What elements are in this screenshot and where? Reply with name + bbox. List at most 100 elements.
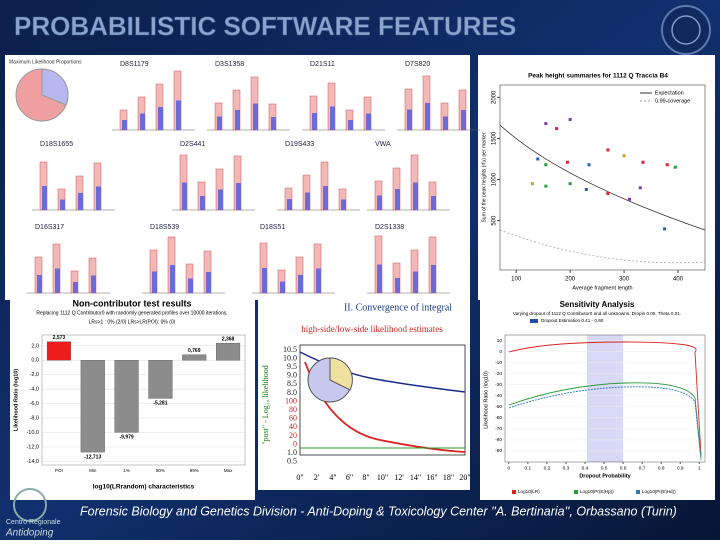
- x-tick-label: 1%: [123, 468, 130, 473]
- x-tick-label: 0.4: [582, 465, 589, 471]
- y-tick-label: -90: [495, 448, 502, 454]
- y-axis-label: "post" - Log₁₀ likelihood: [261, 365, 270, 444]
- peak-bar: [253, 103, 258, 130]
- y-tick-label: -2,0: [30, 372, 39, 378]
- bar: [46, 341, 71, 361]
- logo-mark: [13, 488, 47, 522]
- y-tick-label: 10.5: [283, 345, 297, 354]
- peak-bar: [431, 265, 436, 293]
- marker-label: D21S11: [310, 61, 335, 68]
- marker-label: VWA: [375, 141, 391, 148]
- peak-bar: [176, 100, 181, 130]
- y-tick-label: 8.0: [287, 388, 297, 397]
- chart-title: Non-contributor test results: [72, 298, 191, 308]
- peak-bar: [348, 120, 353, 130]
- legend-label: Log10(Pr(E|Hd)): [642, 489, 676, 494]
- x-tick-label: 12': [394, 473, 404, 482]
- point: [555, 127, 559, 131]
- x-tick-label: 50%: [156, 468, 165, 473]
- plot-frame: [499, 84, 706, 271]
- legend-label: Log10(Pr(E|Hp)): [580, 489, 614, 494]
- y-tick-label: -8,0: [30, 416, 39, 422]
- value-label: -5,281: [153, 401, 167, 407]
- peak-bar: [366, 113, 371, 130]
- y-tick-label: -14,0: [26, 459, 39, 465]
- logo-text: Centro Regionale: [6, 519, 61, 526]
- x-tick-label: 14": [410, 473, 421, 482]
- peak-bar: [206, 272, 211, 293]
- chart-title: Sensitivity Analysis: [560, 300, 635, 309]
- peak-bar: [312, 113, 317, 130]
- point: [568, 182, 572, 186]
- peak-bar: [413, 182, 418, 210]
- legend-label: Log10(LR): [518, 489, 540, 494]
- x-tick-label: 20": [459, 473, 470, 482]
- bar: [148, 360, 173, 399]
- point: [536, 157, 540, 161]
- x-tick-label: 2': [314, 473, 320, 482]
- point: [673, 165, 677, 169]
- point: [641, 160, 645, 164]
- y-tick-label: -12,0: [26, 444, 39, 450]
- y-tick-label: 80: [289, 405, 297, 414]
- x-tick-label: 18": [443, 473, 454, 482]
- peak-bar: [218, 189, 223, 210]
- legend-label: Expectation: [655, 90, 684, 96]
- x-tick-label: 0.5: [601, 465, 608, 471]
- plot-frame: [41, 334, 246, 466]
- point: [606, 192, 610, 196]
- marker-label: D18S1655: [40, 141, 73, 148]
- y-tick-label: 2,0: [31, 343, 39, 349]
- x-tick-label: 0.1: [525, 465, 532, 471]
- peak-bar: [217, 116, 222, 130]
- peak-bar: [413, 271, 418, 293]
- legend-swatch: [574, 490, 578, 494]
- legend-swatch: [512, 490, 516, 494]
- emblem: [671, 15, 701, 45]
- point: [530, 182, 534, 186]
- peak-bar: [377, 264, 382, 293]
- bar: [80, 360, 105, 453]
- y-axis-label: Sum of the peak heights (rfu) per marker: [481, 132, 487, 222]
- peak-bar: [316, 268, 321, 293]
- legend-swatch: [636, 490, 640, 494]
- peak-bar: [170, 265, 175, 293]
- point: [544, 122, 548, 126]
- marker-label: D3S1358: [215, 61, 244, 68]
- slide-title: PROBABILISTIC SOFTWARE FEATURES: [14, 11, 516, 41]
- y-tick-label: 1000: [492, 172, 498, 186]
- plot-frame: [504, 334, 706, 463]
- x-tick-label: 100: [511, 277, 522, 283]
- y-tick-label: -50: [495, 404, 502, 410]
- point: [606, 148, 610, 152]
- point: [584, 187, 588, 191]
- inset-label: high-side/low-side likelihood estimates: [301, 324, 443, 334]
- x-tick-label: 99%: [190, 468, 199, 473]
- y-tick-label: 20: [289, 431, 297, 440]
- marker-label: D2S441: [180, 141, 205, 148]
- plot-frame: [299, 344, 466, 456]
- curve: [508, 386, 702, 461]
- x-tick-label: 0.7: [639, 465, 646, 471]
- x-tick-label: 0.2: [544, 465, 551, 471]
- y-tick-label: 8.5: [287, 379, 297, 388]
- pie-title: Maximum Likelihood Proportions: [9, 59, 82, 65]
- peak-bar: [152, 271, 157, 293]
- inset-slice: [329, 357, 353, 391]
- x-tick-label: 10": [377, 473, 388, 482]
- curve: [508, 341, 702, 456]
- peak-bar: [122, 120, 127, 130]
- marker-label: D16S317: [35, 224, 64, 231]
- band-label: Dropout Estimation 0.41 - 0.60: [541, 318, 604, 323]
- chart-subtitle: Replacing 1112 Q Contributor0 with rando…: [36, 310, 227, 316]
- peak-bar: [91, 275, 96, 293]
- point: [627, 197, 631, 201]
- peak-bar: [235, 110, 240, 130]
- y-tick-label: 0.5: [287, 457, 297, 466]
- x-tick-label: 6": [346, 473, 353, 482]
- bar: [216, 342, 241, 361]
- peak-bar: [395, 189, 400, 210]
- x-tick-label: Min: [89, 468, 97, 473]
- point: [544, 163, 548, 167]
